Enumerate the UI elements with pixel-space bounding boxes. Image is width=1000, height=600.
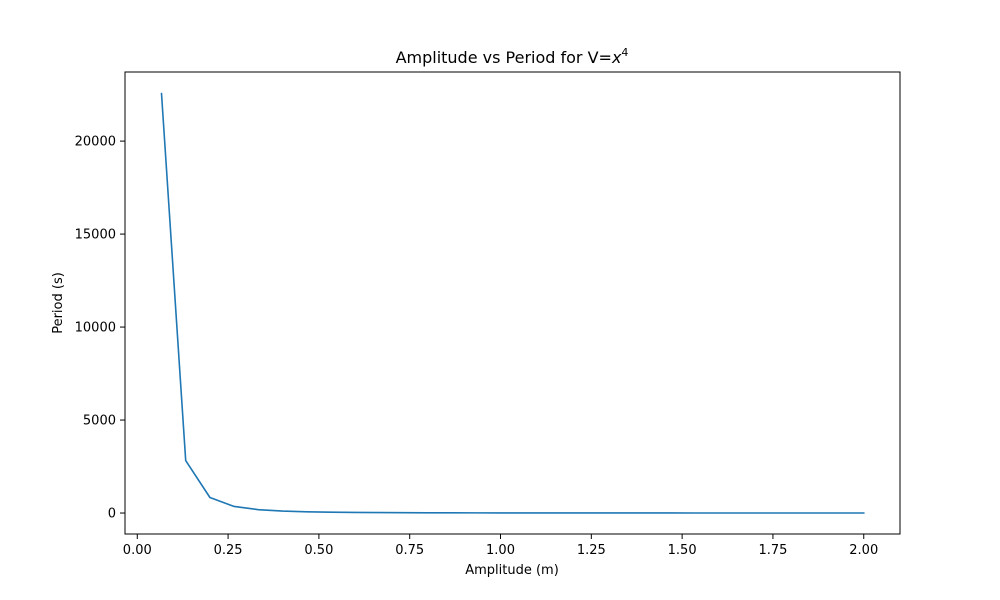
- x-tick-label: 2.00: [849, 543, 878, 558]
- x-axis-ticks: 0.00 0.25 0.50 0.75 1.00 1.25 1.50 1.75 2.00: [123, 534, 878, 558]
- x-tick-label: 1.25: [577, 543, 606, 558]
- x-tick-label: 1.75: [758, 543, 787, 558]
- x-tick-label: 0.75: [395, 543, 424, 558]
- chart-title-math-var: x: [611, 48, 622, 67]
- chart-title-text: Amplitude vs Period for V=: [396, 48, 612, 67]
- x-tick-label: 0.00: [123, 543, 152, 558]
- x-tick-label: 1.00: [486, 543, 515, 558]
- chart-title: Amplitude vs Period for V=x4: [396, 46, 629, 67]
- x-axis-label: Amplitude (m): [465, 563, 559, 578]
- y-tick-label: 20000: [75, 135, 116, 150]
- y-tick-label: 15000: [75, 228, 116, 243]
- plot-area: [160, 92, 865, 514]
- y-tick-label: 0: [108, 507, 116, 522]
- x-tick-label: 0.25: [214, 543, 243, 558]
- chart-title-math-exp: 4: [621, 46, 628, 59]
- y-axis-ticks: 0 5000 10000 15000 20000: [75, 135, 125, 522]
- x-tick-label: 1.50: [668, 543, 697, 558]
- y-tick-label: 5000: [83, 414, 116, 429]
- x-tick-label: 0.50: [304, 543, 333, 558]
- series-line: [160, 92, 865, 514]
- y-tick-label: 10000: [75, 321, 116, 336]
- axes-frame: [124, 71, 901, 535]
- y-axis-label: Period (s): [51, 272, 66, 334]
